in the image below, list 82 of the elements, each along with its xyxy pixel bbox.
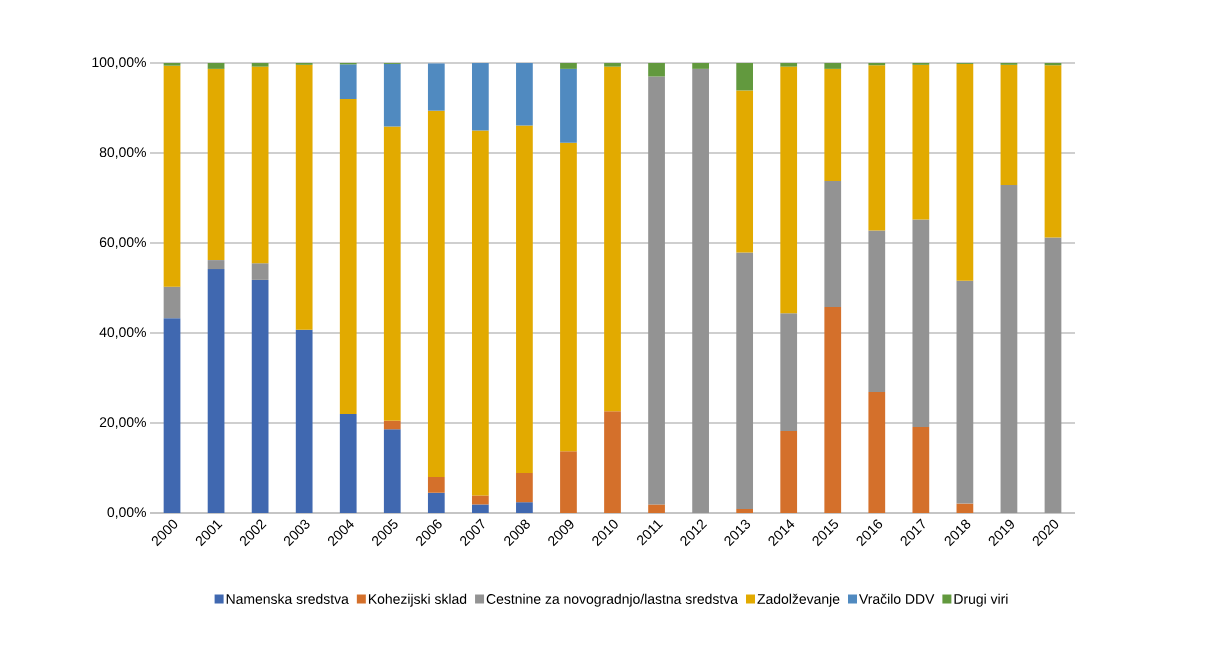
bar: [471, 130, 489, 496]
y-tick-label: 40,00%: [99, 327, 146, 339]
bar: [736, 252, 754, 509]
bar: [780, 63, 798, 67]
bar: [956, 63, 974, 281]
bar: [692, 63, 709, 69]
bar: [383, 420, 401, 430]
bar: [295, 329, 313, 513]
bar: [516, 125, 533, 473]
bar: [604, 411, 621, 513]
legend-label: Zadolževanje: [757, 593, 840, 607]
legend-label: Cestnine za novogradnjo/lastna sredstva: [486, 593, 738, 607]
legend-label: Kohezijski sklad: [368, 593, 467, 607]
bar: [560, 142, 577, 452]
bar: [295, 64, 313, 330]
bar: [956, 503, 974, 513]
bar: [339, 64, 357, 99]
bar: [207, 260, 225, 270]
bar: [868, 65, 886, 231]
bar: [648, 76, 665, 505]
bar: [339, 414, 357, 513]
bar: [427, 110, 445, 477]
bar: [339, 99, 357, 414]
bar: [780, 431, 798, 513]
bar: [1000, 64, 1018, 185]
bar: [383, 126, 401, 421]
bar: [251, 66, 269, 264]
bar: [163, 318, 181, 513]
bar: [471, 63, 489, 131]
bar: [516, 63, 533, 126]
y-tick-label: 0,00%: [107, 507, 146, 519]
bar: [912, 64, 930, 220]
bar: [824, 68, 842, 181]
bar: [736, 63, 754, 91]
bar: [1044, 237, 1062, 513]
bar: [560, 451, 577, 513]
bar: [692, 68, 709, 513]
bar: [163, 65, 181, 287]
bar: [648, 63, 665, 77]
bar: [604, 63, 621, 67]
bar: [207, 269, 225, 513]
bar: [736, 90, 754, 253]
y-tick-label: 20,00%: [99, 417, 146, 429]
y-tick-label: 60,00%: [99, 237, 146, 249]
bar: [912, 219, 930, 428]
bar: [251, 63, 269, 67]
bar: [736, 508, 754, 513]
bar: [383, 429, 401, 513]
bar: [1000, 184, 1018, 513]
bar: [824, 306, 842, 513]
bar: [163, 286, 181, 319]
bar: [912, 427, 930, 513]
bar: [1044, 65, 1062, 238]
y-tick-label: 100,00%: [92, 57, 146, 69]
bar: [251, 279, 269, 513]
legend-label: Drugi viri: [954, 593, 1008, 607]
bar: [604, 66, 621, 412]
bar: [868, 391, 886, 513]
bar: [207, 68, 225, 261]
bar: [207, 63, 225, 69]
bar: [780, 66, 798, 314]
bar: [648, 504, 665, 513]
bar: [956, 280, 974, 504]
bar: [471, 495, 489, 505]
bar: [471, 504, 489, 513]
bar: [560, 63, 577, 69]
bar: [251, 263, 269, 280]
bar: [516, 472, 533, 503]
legend-label: Namenska sredstva: [226, 593, 349, 604]
y-tick-label: 80,00%: [99, 147, 146, 159]
bar: [163, 63, 181, 66]
bar: [824, 63, 842, 69]
legend-label: Vračilo DDV: [859, 593, 935, 604]
bar: [868, 230, 886, 392]
bar: [383, 63, 401, 127]
bar: [427, 492, 445, 513]
bar: [427, 477, 445, 493]
bar: [780, 313, 798, 432]
bar: [516, 502, 533, 513]
bar: [560, 68, 577, 143]
bar: [824, 180, 842, 307]
bar: [427, 63, 445, 111]
